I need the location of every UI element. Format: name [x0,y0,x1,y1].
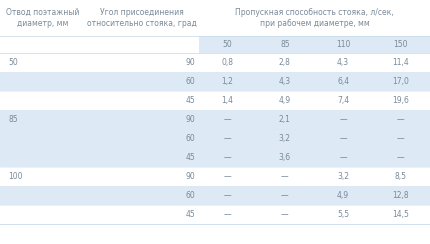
Text: 85: 85 [8,115,18,124]
Text: —: — [339,115,347,124]
Text: 19,6: 19,6 [393,96,409,105]
Text: —: — [281,210,289,219]
Text: —: — [223,172,231,181]
Text: 0,8: 0,8 [221,58,233,67]
Text: 4,9: 4,9 [337,191,349,200]
Text: 90: 90 [185,172,195,181]
Text: 3,2: 3,2 [279,134,291,143]
Bar [0,72,430,91]
Text: Пропускная способность стояка, л/сек,
при рабочем диаметре, мм: Пропускная способность стояка, л/сек, пр… [235,8,394,28]
Bar [199,36,430,53]
Text: 14,5: 14,5 [393,210,409,219]
Text: 4,9: 4,9 [279,96,291,105]
Text: —: — [281,191,289,200]
Text: 3,6: 3,6 [279,153,291,162]
Text: 1,4: 1,4 [221,96,233,105]
Text: 4,3: 4,3 [279,77,291,86]
Text: —: — [223,134,231,143]
Text: —: — [397,153,405,162]
Text: 17,0: 17,0 [393,77,409,86]
Text: 60: 60 [185,134,195,143]
Text: 45: 45 [185,153,195,162]
Bar [0,129,430,148]
Text: —: — [223,153,231,162]
Text: 2,1: 2,1 [279,115,291,124]
Text: 50: 50 [8,58,18,67]
Text: 45: 45 [185,96,195,105]
Bar [0,148,430,167]
Text: 50: 50 [222,40,232,49]
Text: —: — [339,134,347,143]
Text: 60: 60 [185,191,195,200]
Bar [0,110,430,129]
Text: —: — [281,172,289,181]
Text: Угол присоединения
относительно стояка, град: Угол присоединения относительно стояка, … [87,8,197,28]
Text: 2,8: 2,8 [279,58,291,67]
Text: —: — [397,115,405,124]
Text: —: — [397,134,405,143]
Text: 12,8: 12,8 [393,191,409,200]
Text: Отвод поэтажный
диаметр, мм: Отвод поэтажный диаметр, мм [6,8,80,28]
Text: 7,4: 7,4 [337,96,349,105]
Text: 4,3: 4,3 [337,58,349,67]
Text: 110: 110 [336,40,350,49]
Text: —: — [339,153,347,162]
Text: 90: 90 [185,58,195,67]
Text: 8,5: 8,5 [395,172,407,181]
Text: 5,5: 5,5 [337,210,349,219]
Text: —: — [223,115,231,124]
Text: 150: 150 [393,40,408,49]
Text: —: — [223,191,231,200]
Text: 90: 90 [185,115,195,124]
Text: 100: 100 [8,172,22,181]
Text: —: — [223,210,231,219]
Text: 60: 60 [185,77,195,86]
Text: 3,2: 3,2 [337,172,349,181]
Text: 6,4: 6,4 [337,77,349,86]
Text: 11,4: 11,4 [393,58,409,67]
Text: 45: 45 [185,210,195,219]
Bar [0,186,430,205]
Text: 85: 85 [280,40,290,49]
Text: 1,2: 1,2 [221,77,233,86]
